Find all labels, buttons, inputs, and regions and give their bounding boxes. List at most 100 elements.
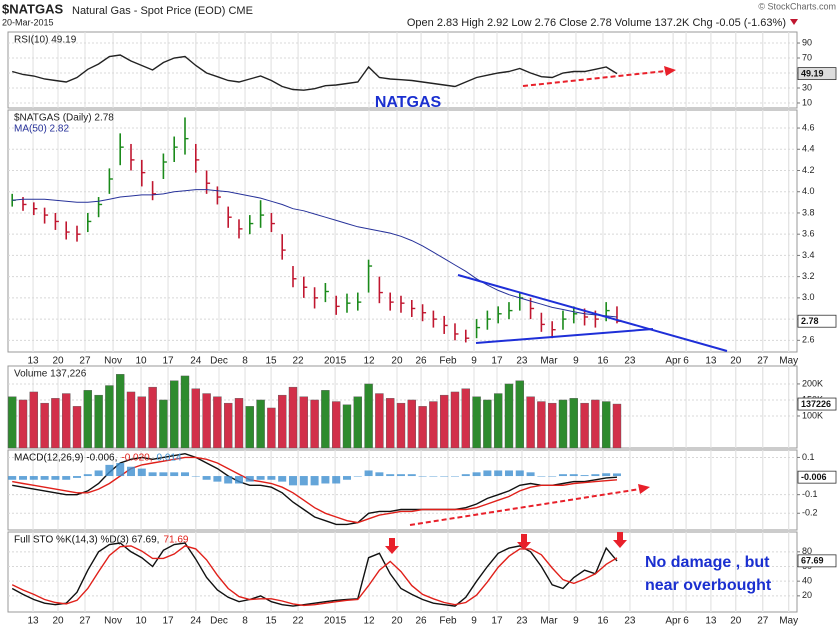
- x-tick-label: 16: [597, 356, 609, 367]
- histogram-bar: [450, 476, 459, 477]
- x-tick-label: Nov: [104, 616, 122, 627]
- x-tick-label: 10: [135, 356, 147, 367]
- value-tag: 137226: [801, 399, 831, 409]
- y-tick-label: 4.0: [802, 186, 815, 196]
- y-tick-label: 3.2: [802, 271, 815, 281]
- histogram-bar: [396, 474, 405, 477]
- volume-bar: [105, 385, 114, 449]
- histogram-bar: [299, 476, 308, 486]
- volume-bar: [418, 406, 427, 449]
- histogram-bar: [310, 476, 319, 486]
- histogram-bar: [386, 474, 395, 477]
- x-tick-label: 17: [491, 356, 503, 367]
- volume-bar: [170, 380, 179, 449]
- x-tick-label: 9: [573, 356, 579, 367]
- volume-bar: [547, 402, 557, 449]
- x-tick-label: 13: [705, 356, 717, 367]
- value-tag-box: [797, 67, 837, 81]
- x-tick-label: 27: [757, 616, 769, 627]
- volume-bar: [461, 388, 470, 449]
- series-line: [12, 54, 618, 91]
- y-tick-label: -0.2: [802, 508, 818, 518]
- credit: © StockCharts.com: [758, 1, 836, 11]
- histogram-bar: [224, 476, 233, 484]
- x-tick-label: 17: [162, 356, 174, 367]
- y-tick-label: 30: [802, 82, 812, 92]
- x-tick-label: 23: [516, 356, 528, 367]
- volume-bar: [51, 398, 60, 449]
- y-tick-label: 2.6: [802, 335, 815, 345]
- histogram-bar: [472, 472, 481, 477]
- volume-bar: [245, 406, 254, 449]
- volume-bar: [504, 383, 514, 449]
- x-tick-label: 2015: [324, 356, 347, 367]
- arrow-head: [638, 484, 650, 494]
- legend-entry: $NATGAS (Daily) 2.78: [14, 113, 114, 124]
- x-tick-label: 27: [79, 356, 91, 367]
- histogram-bar: [537, 476, 546, 477]
- histogram-bar: [213, 476, 222, 482]
- legend-entry: MACD(12,26,9) -0.006,: [14, 453, 117, 464]
- x-tick-label: 13: [27, 356, 39, 367]
- x-tick-label: Nov: [104, 356, 122, 367]
- histogram-bar: [148, 472, 157, 477]
- histogram-bar: [558, 474, 567, 477]
- histogram-bar: [256, 476, 265, 480]
- value-tag: 49.19: [801, 68, 824, 78]
- value-tag-box: [797, 397, 837, 411]
- x-tick-label: 24: [190, 616, 202, 627]
- volume-bar: [72, 406, 82, 449]
- histogram-bar: [62, 476, 71, 480]
- volume-bar: [256, 399, 265, 449]
- volume-bar: [569, 398, 578, 449]
- y-tick-label: 4.2: [802, 165, 815, 175]
- x-tick-label: Mar: [540, 356, 558, 367]
- volume-bar: [493, 393, 503, 449]
- y-tick-label: 100K: [802, 410, 823, 420]
- histogram-bar: [440, 476, 449, 477]
- histogram-bar: [245, 476, 254, 482]
- x-tick-label: May: [779, 616, 798, 627]
- y-tick-label: 4.4: [802, 144, 815, 154]
- volume-bar: [267, 407, 276, 449]
- x-tick-label: 17: [162, 616, 174, 627]
- y-tick-label: 40: [802, 576, 812, 586]
- x-tick-label: 12: [363, 616, 375, 627]
- quote: Open 2.83 High 2.92 Low 2.76 Close 2.78 …: [407, 17, 786, 29]
- y-tick-label: 70: [802, 52, 812, 62]
- volume-bar: [116, 374, 125, 449]
- value-tag: -0.006: [801, 472, 827, 482]
- value-tag-box: [797, 314, 837, 328]
- histogram-bar: [353, 476, 362, 477]
- x-tick-label: 26: [416, 356, 428, 367]
- legend-entry: 71.69: [163, 535, 188, 546]
- histogram-bar: [170, 472, 179, 477]
- x-tick-label: Apr: [665, 356, 681, 367]
- histogram-bar: [494, 470, 503, 477]
- histogram-bar: [8, 476, 17, 480]
- volume-bar: [537, 401, 546, 449]
- y-tick-label: 0.1: [802, 452, 815, 462]
- x-tick-label: 17: [491, 616, 503, 627]
- legend-entry: RSI(10) 49.19: [14, 35, 77, 46]
- down-arrow: [517, 534, 531, 550]
- histogram-bar: [29, 476, 38, 480]
- legend-entry: MA(50) 2.82: [14, 124, 69, 135]
- x-tick-label: 27: [79, 616, 91, 627]
- histogram-bar: [83, 474, 92, 477]
- x-tick-label: May: [779, 356, 798, 367]
- macd-trend-arrow: [409, 488, 641, 526]
- volume-bar: [62, 393, 71, 449]
- volume-bar: [526, 396, 535, 449]
- x-tick-label: 12: [363, 356, 375, 367]
- histogram-bar: [94, 470, 103, 477]
- lower-trendline: [475, 328, 654, 344]
- x-tick-label: 20: [730, 616, 742, 627]
- x-tick-label: 22: [293, 616, 305, 627]
- histogram-bar: [321, 476, 330, 484]
- volume-bar: [202, 393, 211, 449]
- legend-entry: -0.020,: [121, 453, 152, 464]
- x-tick-label: 23: [624, 356, 636, 367]
- volume-bar: [558, 399, 568, 449]
- y-tick-label: 4.6: [802, 122, 815, 132]
